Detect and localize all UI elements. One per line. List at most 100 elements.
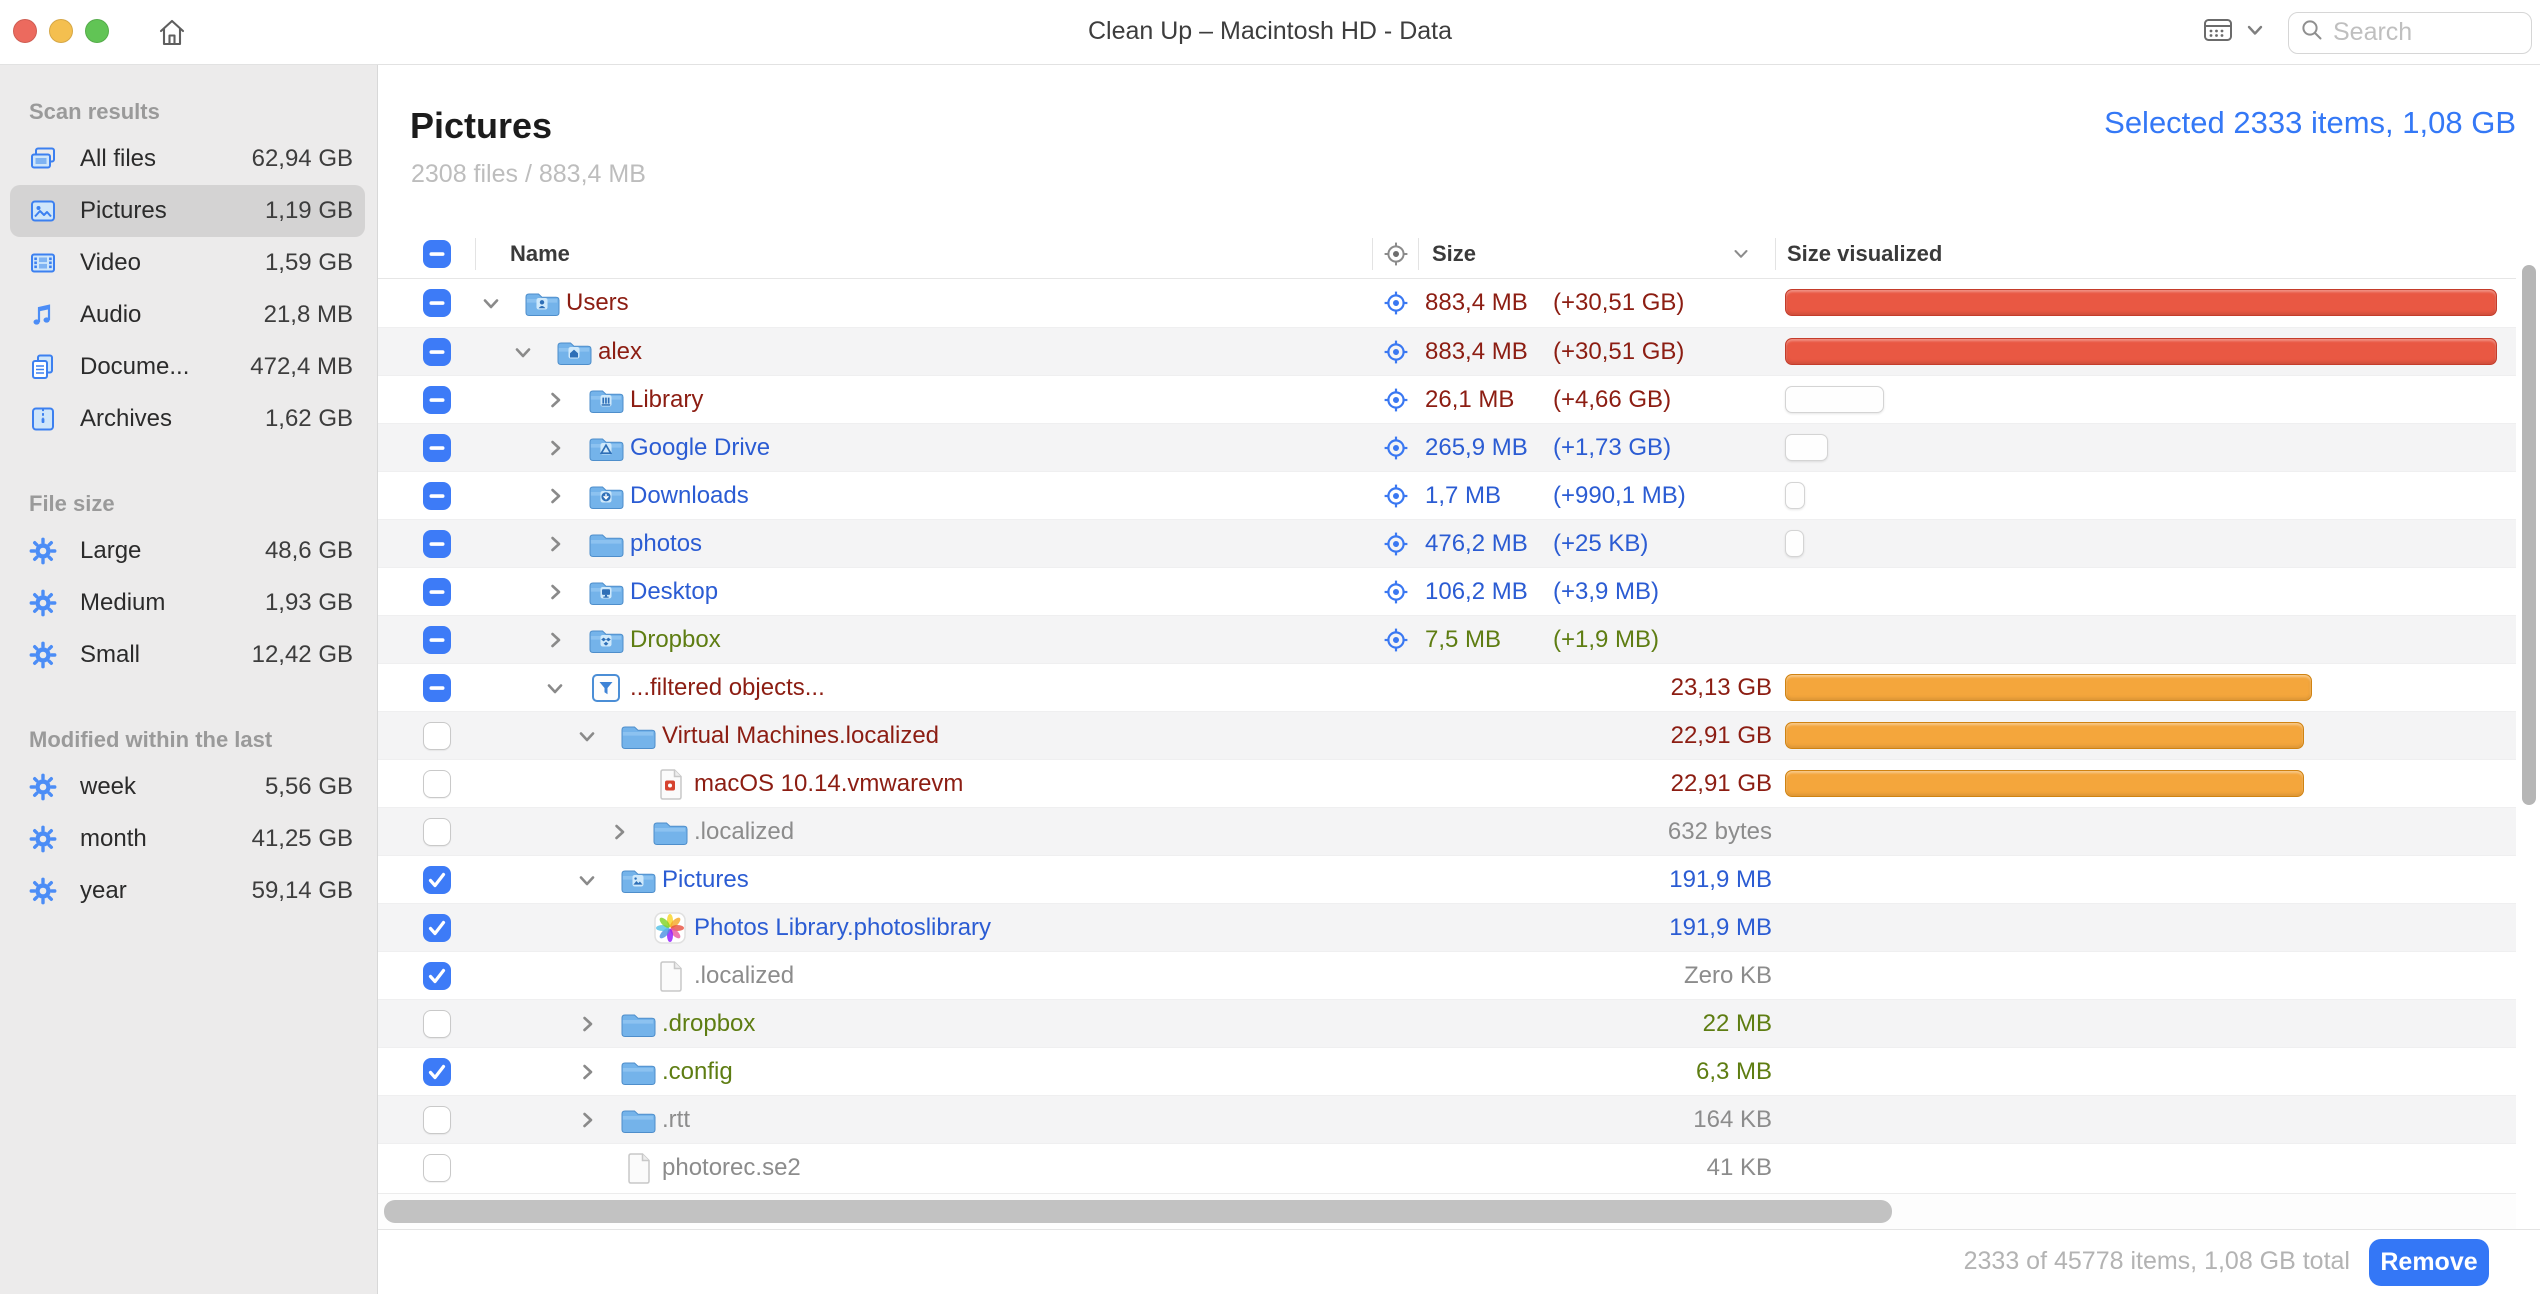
table-row[interactable]: Dropbox 7,5 MB (+1,9 MB)	[378, 615, 2516, 663]
remove-button[interactable]: Remove	[2369, 1239, 2489, 1286]
sidebar-item-month[interactable]: month 41,25 GB	[10, 813, 365, 865]
table-row[interactable]: photorec.se2 41 KB	[378, 1143, 2516, 1191]
sidebar-item-pictures[interactable]: Pictures 1,19 GB	[10, 185, 365, 237]
row-checkbox[interactable]	[423, 962, 451, 990]
sidebar-item-video[interactable]: Video 1,59 GB	[10, 237, 365, 289]
sort-chevron-icon[interactable]	[1730, 243, 1752, 270]
disclosure-chevron-icon[interactable]	[542, 580, 568, 604]
table-row[interactable]: Pictures 191,9 MB	[378, 855, 2516, 903]
table-row[interactable]: Google Drive 265,9 MB (+1,73 GB)	[378, 423, 2516, 471]
row-checkbox[interactable]	[423, 338, 451, 366]
search-input[interactable]	[2333, 18, 2503, 47]
disclosure-chevron-icon[interactable]	[478, 291, 504, 315]
zoom-window-button[interactable]	[85, 19, 109, 43]
table-row[interactable]: .localized Zero KB	[378, 951, 2516, 999]
row-checkbox[interactable]	[423, 1058, 451, 1086]
column-header-name[interactable]: Name	[510, 241, 570, 266]
row-checkbox[interactable]	[423, 1010, 451, 1038]
file-name[interactable]: .config	[662, 1058, 733, 1085]
target-icon[interactable]	[1383, 290, 1409, 316]
disclosure-chevron-icon[interactable]	[574, 868, 600, 892]
sidebar-item-archives[interactable]: Archives 1,62 GB	[10, 393, 365, 445]
table-row[interactable]: Photos Library.photoslibrary 191,9 MB	[378, 903, 2516, 951]
row-checkbox[interactable]	[423, 674, 451, 702]
view-mode-button[interactable]	[2202, 15, 2266, 50]
sidebar-item-small[interactable]: Small 12,42 GB	[10, 629, 365, 681]
table-row[interactable]: Desktop 106,2 MB (+3,9 MB)	[378, 567, 2516, 615]
file-name[interactable]: .dropbox	[662, 1010, 756, 1037]
table-row[interactable]: .rtt 164 KB	[378, 1095, 2516, 1143]
file-name[interactable]: Users	[566, 289, 629, 316]
file-name[interactable]: photorec.se2	[662, 1154, 801, 1181]
sidebar-item-large[interactable]: Large 48,6 GB	[10, 525, 365, 577]
select-all-checkbox[interactable]	[423, 240, 451, 268]
row-checkbox[interactable]	[423, 866, 451, 894]
disclosure-chevron-icon[interactable]	[542, 628, 568, 652]
row-checkbox[interactable]	[423, 722, 451, 750]
row-checkbox[interactable]	[423, 434, 451, 462]
row-checkbox[interactable]	[423, 1154, 451, 1182]
table-row[interactable]: Virtual Machines.localized 22,91 GB	[378, 711, 2516, 759]
minimize-window-button[interactable]	[49, 19, 73, 43]
row-checkbox[interactable]	[423, 770, 451, 798]
disclosure-chevron-icon[interactable]	[542, 532, 568, 556]
disclosure-chevron-icon[interactable]	[574, 1012, 600, 1036]
target-icon[interactable]	[1383, 627, 1409, 653]
horizontal-scrollbar[interactable]	[378, 1193, 2516, 1229]
disclosure-chevron-icon[interactable]	[574, 724, 600, 748]
file-name[interactable]: Virtual Machines.localized	[662, 722, 940, 749]
file-name[interactable]: Photos Library.photoslibrary	[694, 914, 992, 941]
file-name[interactable]: .localized	[694, 962, 795, 989]
close-window-button[interactable]	[13, 19, 37, 43]
table-row[interactable]: Library 26,1 MB (+4,66 GB)	[378, 375, 2516, 423]
target-icon[interactable]	[1383, 387, 1409, 413]
file-name[interactable]: .rtt	[662, 1106, 690, 1133]
file-name[interactable]: macOS 10.14.vmwarevm	[694, 770, 964, 797]
table-row[interactable]: Users 883,4 MB (+30,51 GB)	[378, 279, 2516, 327]
row-checkbox[interactable]	[423, 1106, 451, 1134]
target-icon[interactable]	[1383, 435, 1409, 461]
file-name[interactable]: Desktop	[630, 578, 719, 605]
disclosure-chevron-icon[interactable]	[606, 820, 632, 844]
disclosure-chevron-icon[interactable]	[542, 436, 568, 460]
sidebar-item-week[interactable]: week 5,56 GB	[10, 761, 365, 813]
row-checkbox[interactable]	[423, 626, 451, 654]
disclosure-chevron-icon[interactable]	[574, 1108, 600, 1132]
sidebar-item-medium[interactable]: Medium 1,93 GB	[10, 577, 365, 629]
target-icon[interactable]	[1383, 579, 1409, 605]
target-icon[interactable]	[1383, 339, 1409, 365]
column-header-size[interactable]: Size	[1432, 241, 1477, 266]
file-name[interactable]: alex	[598, 338, 643, 365]
file-name[interactable]: .localized	[694, 818, 795, 845]
table-row[interactable]: .config 6,3 MB	[378, 1047, 2516, 1095]
target-icon[interactable]	[1383, 483, 1409, 509]
sidebar-item-audio[interactable]: Audio 21,8 MB	[10, 289, 365, 341]
table-row[interactable]: Downloads 1,7 MB (+990,1 MB)	[378, 471, 2516, 519]
row-checkbox[interactable]	[423, 578, 451, 606]
vertical-scrollbar-thumb[interactable]	[2522, 265, 2536, 805]
row-checkbox[interactable]	[423, 530, 451, 558]
sidebar-item-year[interactable]: year 59,14 GB	[10, 865, 365, 917]
search-field[interactable]	[2288, 11, 2532, 54]
row-checkbox[interactable]	[423, 818, 451, 846]
table-row[interactable]: alex 883,4 MB (+30,51 GB)	[378, 327, 2516, 375]
horizontal-scrollbar-thumb[interactable]	[384, 1200, 1892, 1223]
file-name[interactable]: Dropbox	[630, 626, 721, 653]
row-checkbox[interactable]	[423, 914, 451, 942]
target-icon[interactable]	[1383, 531, 1409, 557]
column-header-size-visualized[interactable]: Size visualized	[1787, 241, 1943, 266]
row-checkbox[interactable]	[423, 289, 451, 317]
file-name[interactable]: Google Drive	[630, 434, 771, 461]
disclosure-chevron-icon[interactable]	[542, 484, 568, 508]
sidebar-item-docume[interactable]: Docume... 472,4 MB	[10, 341, 365, 393]
disclosure-chevron-icon[interactable]	[542, 388, 568, 412]
row-checkbox[interactable]	[423, 482, 451, 510]
file-name[interactable]: ...filtered objects...	[630, 674, 825, 701]
disclosure-chevron-icon[interactable]	[574, 1060, 600, 1084]
table-row[interactable]: .dropbox 22 MB	[378, 999, 2516, 1047]
disclosure-chevron-icon[interactable]	[510, 340, 536, 364]
table-row[interactable]: ...filtered objects... 23,13 GB	[378, 663, 2516, 711]
file-name[interactable]: Pictures	[662, 866, 749, 893]
table-row[interactable]: photos 476,2 MB (+25 KB)	[378, 519, 2516, 567]
row-checkbox[interactable]	[423, 386, 451, 414]
